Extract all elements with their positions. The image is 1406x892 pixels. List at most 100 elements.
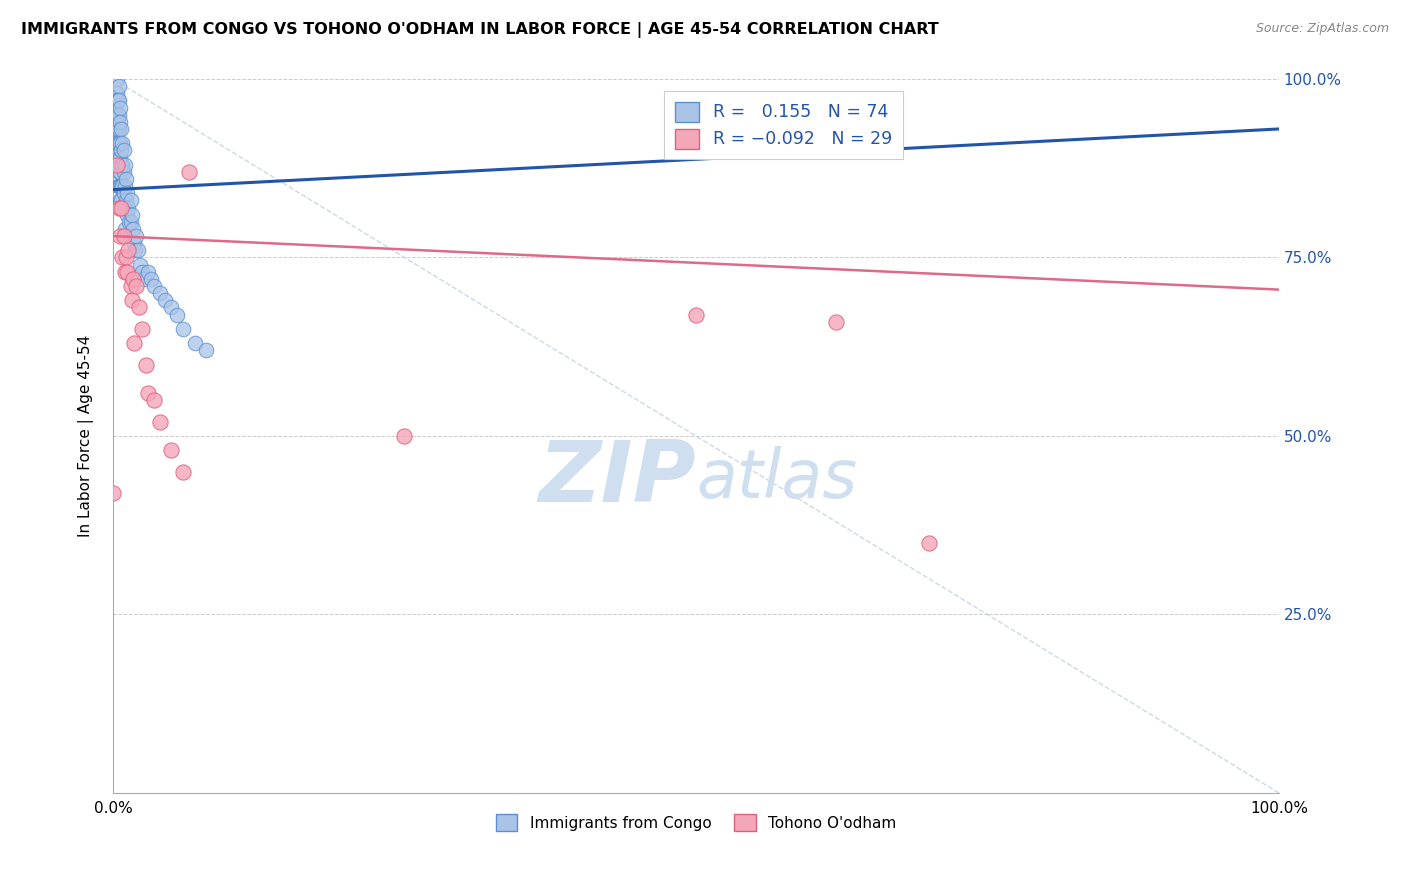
Point (124, 244, 146, 258)
Point (136, 386, 159, 401)
Point (114, 222, 136, 236)
Point (195, 343, 218, 358)
Point (128, 301, 150, 315)
Point (101, 486, 124, 500)
Point (115, 265, 138, 279)
Point (131, 322, 153, 336)
Point (135, 358, 157, 372)
Point (183, 336, 205, 351)
Text: ZIP: ZIP (538, 437, 696, 520)
Point (127, 244, 149, 258)
Point (105, 87, 128, 101)
Point (128, 258, 150, 272)
Point (108, 136, 131, 151)
Point (125, 229, 148, 244)
Point (118, 215, 141, 229)
Point (121, 222, 143, 236)
Point (120, 215, 142, 229)
Point (112, 144, 135, 158)
Point (134, 272, 156, 286)
Point (120, 194, 142, 208)
Point (125, 279, 148, 293)
Text: atlas: atlas (696, 446, 858, 512)
Point (108, 229, 131, 244)
Point (108, 94, 131, 108)
Point (114, 201, 136, 215)
Point (110, 158, 132, 172)
Point (115, 194, 138, 208)
Point (172, 322, 194, 336)
Point (108, 136, 131, 151)
Point (108, 151, 131, 165)
Point (108, 179, 131, 194)
Point (112, 165, 135, 179)
Point (172, 465, 194, 479)
Point (117, 244, 139, 258)
Point (107, 136, 129, 151)
Point (104, 122, 127, 136)
Point (111, 251, 134, 265)
Point (111, 179, 134, 194)
Point (114, 265, 136, 279)
Point (115, 208, 138, 222)
Point (108, 79, 131, 94)
Point (105, 122, 128, 136)
Point (136, 265, 159, 279)
Point (112, 186, 135, 201)
Point (394, 429, 416, 443)
Point (107, 179, 129, 194)
Point (108, 165, 131, 179)
Point (120, 279, 142, 293)
Point (149, 415, 172, 429)
Point (108, 179, 131, 194)
Point (110, 179, 132, 194)
Point (160, 301, 183, 315)
Point (107, 94, 129, 108)
Point (114, 158, 136, 172)
Point (111, 136, 134, 151)
Point (115, 186, 138, 201)
Point (105, 136, 128, 151)
Point (177, 165, 200, 179)
Point (112, 229, 135, 244)
Point (108, 115, 131, 129)
Point (122, 336, 145, 351)
Point (918, 536, 941, 550)
Point (149, 286, 172, 301)
Point (131, 265, 153, 279)
Point (103, 129, 125, 144)
Point (108, 201, 131, 215)
Point (825, 315, 848, 329)
Point (110, 194, 132, 208)
Point (104, 101, 127, 115)
Point (107, 158, 129, 172)
Point (108, 108, 131, 122)
Point (117, 201, 139, 215)
Point (110, 201, 132, 215)
Point (141, 272, 163, 286)
Point (160, 443, 183, 458)
Point (121, 293, 143, 308)
Point (115, 251, 138, 265)
Point (685, 308, 707, 322)
Y-axis label: In Labor Force | Age 45-54: In Labor Force | Age 45-54 (79, 334, 94, 537)
Point (142, 393, 165, 408)
Point (114, 179, 136, 194)
Point (105, 72, 128, 87)
Point (121, 272, 143, 286)
Point (105, 158, 128, 172)
Point (108, 194, 131, 208)
Text: Source: ZipAtlas.com: Source: ZipAtlas.com (1256, 22, 1389, 36)
Point (111, 158, 134, 172)
Point (103, 108, 125, 122)
Point (105, 94, 128, 108)
Point (121, 208, 143, 222)
Point (166, 308, 188, 322)
Point (108, 165, 131, 179)
Point (105, 158, 128, 172)
Point (110, 144, 132, 158)
Point (107, 115, 129, 129)
Point (122, 236, 145, 251)
Point (108, 122, 131, 136)
Point (115, 172, 138, 186)
